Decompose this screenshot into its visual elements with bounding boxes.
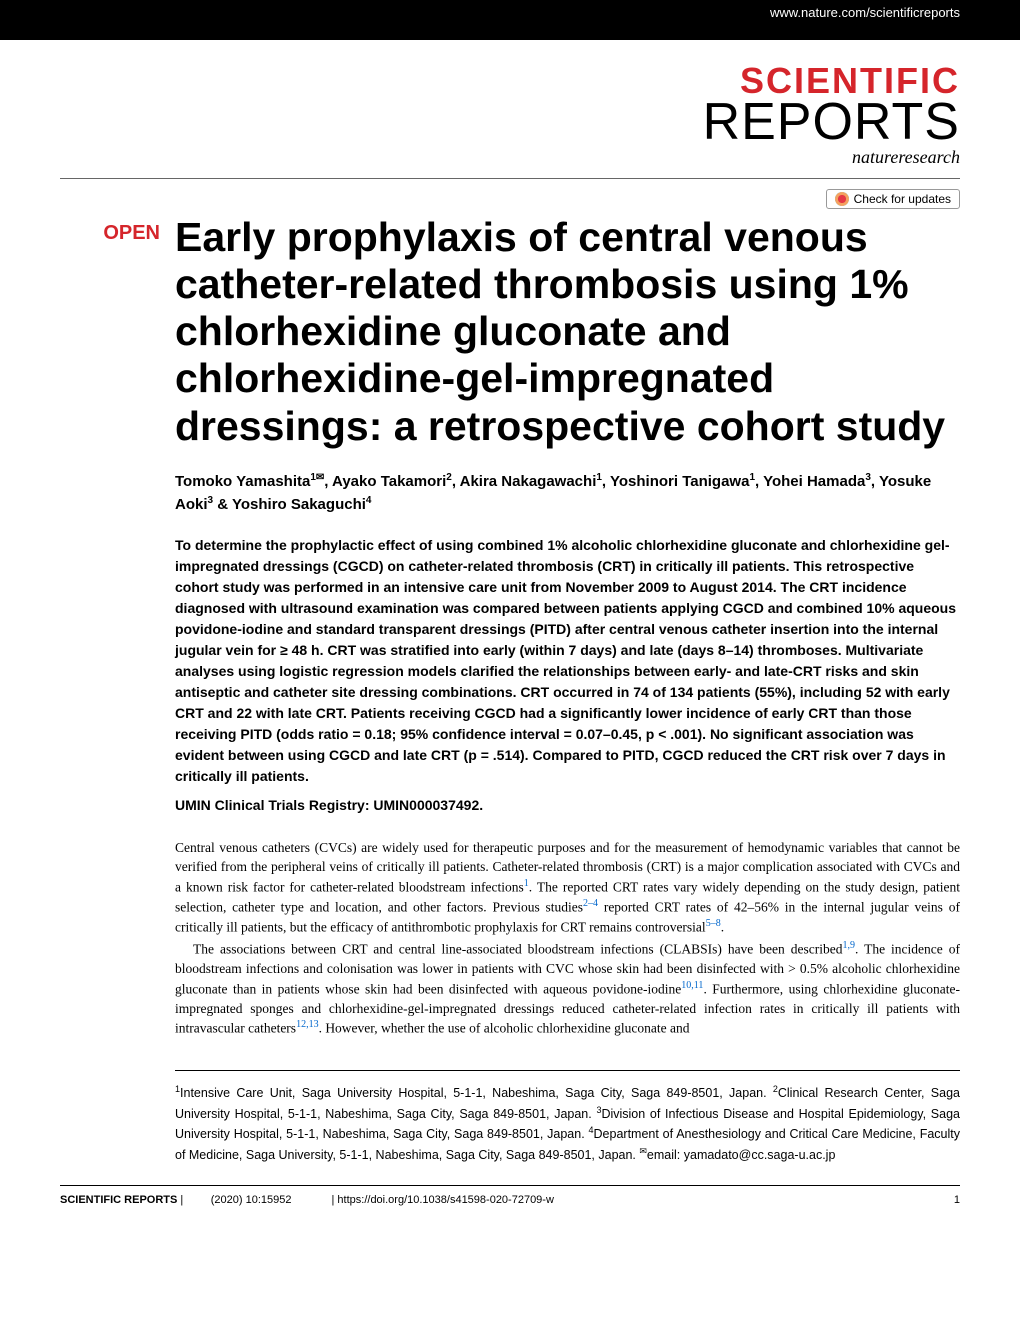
citation-link[interactable]: 2–4 xyxy=(583,898,598,909)
check-updates-button[interactable]: Check for updates xyxy=(826,189,960,209)
introduction-text: Central venous catheters (CVCs) are wide… xyxy=(175,838,960,1039)
page-container: www.nature.com/scientificreports SCIENTI… xyxy=(0,0,1020,1236)
journal-url-bar: www.nature.com/scientificreports xyxy=(0,0,1020,40)
trial-registry: UMIN Clinical Trials Registry: UMIN00003… xyxy=(175,797,960,813)
author-list: Tomoko Yamashita1✉, Ayako Takamori2, Aki… xyxy=(175,470,960,517)
footer-citation-text: (2020) 10:15952 xyxy=(211,1194,292,1206)
doi-link[interactable]: https://doi.org/10.1038/s41598-020-72709… xyxy=(337,1194,554,1206)
affiliations-text: 1Intensive Care Unit, Saga University Ho… xyxy=(175,1070,960,1165)
check-updates-row: Check for updates xyxy=(60,178,960,214)
citation-link[interactable]: 1,9 xyxy=(842,940,855,951)
footer-citation: SCIENTIFIC REPORTS | (2020) 10:15952 | h… xyxy=(60,1194,554,1206)
affiliations-section: 1Intensive Care Unit, Saga University Ho… xyxy=(0,1070,1020,1165)
abstract-text: To determine the prophylactic effect of … xyxy=(175,535,960,787)
intro-para-2: The associations between CRT and central… xyxy=(175,939,960,1038)
crossmark-icon xyxy=(835,192,849,206)
body-text-span: The associations between CRT and central… xyxy=(193,942,842,957)
article-content: OPEN Early prophylaxis of central venous… xyxy=(0,214,1020,1040)
body-text-span: . However, whether the use of alcoholic … xyxy=(319,1021,690,1036)
citation-link[interactable]: 5–8 xyxy=(706,918,721,929)
footer-doi[interactable]: | https://doi.org/10.1038/s41598-020-727… xyxy=(332,1194,554,1206)
article-title: Early prophylaxis of central venous cath… xyxy=(175,214,960,450)
left-margin: OPEN xyxy=(60,214,175,1040)
page-number: 1 xyxy=(954,1194,960,1206)
footer-journal-name: SCIENTIFIC REPORTS | (2020) 10:15952 xyxy=(60,1194,292,1206)
body-text-span: . xyxy=(721,919,724,934)
citation-link[interactable]: 10,11 xyxy=(681,980,703,991)
journal-url[interactable]: www.nature.com/scientificreports xyxy=(770,5,960,20)
citation-link[interactable]: 12,13 xyxy=(296,1019,319,1030)
journal-name-line2: REPORTS xyxy=(60,92,960,152)
page-footer: SCIENTIFIC REPORTS | (2020) 10:15952 | h… xyxy=(60,1185,960,1236)
journal-logo: SCIENTIFIC REPORTS natureresearch xyxy=(0,40,1020,178)
article-body-column: Early prophylaxis of central venous cath… xyxy=(175,214,960,1040)
check-updates-label: Check for updates xyxy=(854,192,951,206)
open-access-badge: OPEN xyxy=(60,222,160,245)
intro-para-1: Central venous catheters (CVCs) are wide… xyxy=(175,838,960,937)
